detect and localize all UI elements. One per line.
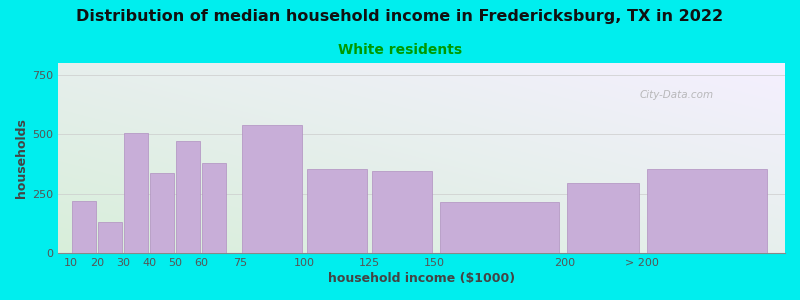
Bar xyxy=(98,222,122,253)
Bar xyxy=(202,163,226,253)
Bar xyxy=(72,201,96,253)
Bar xyxy=(372,171,432,253)
Bar xyxy=(242,125,302,253)
Bar xyxy=(647,169,767,253)
Bar xyxy=(440,202,559,253)
Bar xyxy=(307,169,367,253)
X-axis label: household income ($1000): household income ($1000) xyxy=(328,272,515,285)
Y-axis label: households: households xyxy=(15,118,28,198)
Bar xyxy=(150,173,174,253)
Text: City-Data.com: City-Data.com xyxy=(640,90,714,100)
Text: White residents: White residents xyxy=(338,44,462,58)
Bar xyxy=(124,133,148,253)
Bar xyxy=(567,183,639,253)
Bar xyxy=(176,141,200,253)
Text: Distribution of median household income in Fredericksburg, TX in 2022: Distribution of median household income … xyxy=(77,9,723,24)
